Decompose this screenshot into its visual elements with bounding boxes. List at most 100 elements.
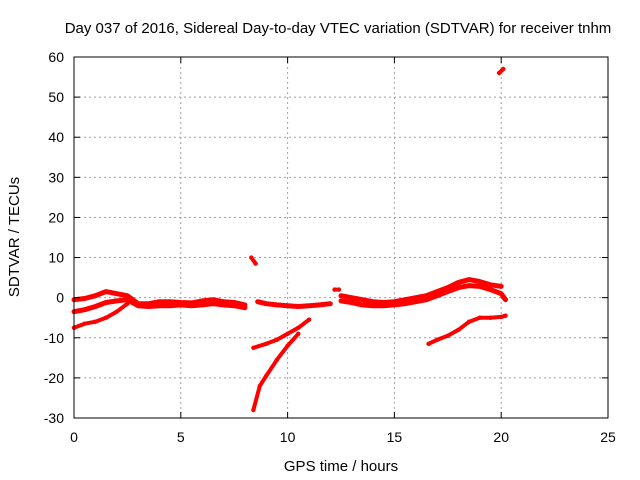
data-point xyxy=(157,299,162,304)
data-point xyxy=(249,255,254,260)
y-tick-label: 20 xyxy=(48,209,64,225)
x-axis-label: GPS time / hours xyxy=(284,458,398,475)
series-band-12-16 xyxy=(338,277,504,305)
y-tick-label: 60 xyxy=(48,49,64,65)
data-point xyxy=(434,293,440,298)
data-point xyxy=(456,285,461,290)
data-point xyxy=(360,297,365,302)
data-point xyxy=(125,293,130,298)
data-point xyxy=(499,314,504,320)
data-point xyxy=(167,299,173,304)
data-point xyxy=(114,309,119,314)
data-point xyxy=(445,333,450,338)
data-point xyxy=(189,303,194,308)
data-point xyxy=(336,287,342,292)
data-point xyxy=(434,337,440,342)
data-point xyxy=(93,304,98,309)
data-point xyxy=(210,297,215,302)
data-point xyxy=(402,297,408,302)
data-point xyxy=(93,319,98,324)
y-tick-label: 30 xyxy=(48,169,64,185)
data-point xyxy=(501,66,506,72)
data-point xyxy=(274,302,280,308)
data-point xyxy=(82,307,87,312)
data-point xyxy=(82,296,87,301)
x-tick-label: 0 xyxy=(70,429,78,445)
data-point xyxy=(488,315,493,320)
series-late-track xyxy=(426,313,508,346)
data-point xyxy=(306,317,312,322)
data-point xyxy=(114,298,119,304)
data-point xyxy=(296,325,301,330)
data-point xyxy=(477,279,482,284)
data-point xyxy=(221,302,226,308)
y-tick-label: 10 xyxy=(48,250,64,266)
y-tick-label: -10 xyxy=(44,330,64,346)
data-point xyxy=(135,303,141,308)
data-point xyxy=(381,303,386,308)
data-point xyxy=(296,331,301,336)
y-tick-label: -30 xyxy=(44,410,64,426)
x-tick-label: 20 xyxy=(493,429,509,445)
data-point xyxy=(285,343,290,348)
data-point xyxy=(167,303,173,308)
data-point xyxy=(488,287,493,292)
series-rising-track xyxy=(251,317,311,350)
data-point xyxy=(338,293,344,298)
data-point xyxy=(445,289,450,294)
y-tick-label: 0 xyxy=(56,290,64,306)
data-point xyxy=(264,373,269,379)
data-point xyxy=(210,301,215,306)
data-point xyxy=(242,305,248,310)
data-point xyxy=(200,298,205,304)
data-point xyxy=(251,407,256,413)
data-point xyxy=(285,331,290,336)
data-point xyxy=(306,303,312,308)
data-point xyxy=(93,293,98,298)
axis-ticks: 0 5 10 15 20 25 -30 -20 -10 0 10 20 30 40 50 60 xyxy=(44,49,616,445)
data-point xyxy=(370,299,376,304)
data-point xyxy=(274,337,280,342)
data-point xyxy=(125,297,130,302)
data-point xyxy=(424,297,429,302)
data-point xyxy=(332,287,337,292)
y-tick-label: -20 xyxy=(44,370,64,386)
data-point xyxy=(253,261,258,266)
data-point xyxy=(274,357,280,362)
data-point xyxy=(426,341,431,346)
data-point xyxy=(360,302,365,308)
data-point xyxy=(413,295,418,300)
data-point xyxy=(467,277,472,282)
data-point xyxy=(338,298,344,304)
chart-title: Day 037 of 2016, Sidereal Day-to-day VTE… xyxy=(65,20,612,37)
data-point xyxy=(255,299,260,304)
data-point xyxy=(496,70,502,76)
data-point xyxy=(349,295,354,300)
data-point xyxy=(232,303,237,308)
x-tick-label: 5 xyxy=(177,429,185,445)
data-point xyxy=(257,383,262,389)
data-point xyxy=(296,304,301,309)
data-point xyxy=(499,284,504,289)
series-steep-track xyxy=(251,331,301,412)
data-point xyxy=(392,302,397,308)
data-point xyxy=(317,302,322,308)
data-point xyxy=(413,299,418,304)
data-point xyxy=(370,303,376,308)
series-early-descending xyxy=(72,301,130,330)
data-point xyxy=(488,282,493,287)
data-point xyxy=(125,301,130,306)
data-point xyxy=(146,304,151,309)
data-point xyxy=(402,301,408,306)
x-tick-label: 25 xyxy=(600,429,616,445)
plot-frame xyxy=(73,56,609,419)
data-point xyxy=(157,303,162,308)
data-point xyxy=(285,303,290,308)
data-point xyxy=(456,280,461,285)
data-point xyxy=(503,297,508,302)
x-tick-label: 10 xyxy=(280,429,296,445)
data-point xyxy=(82,321,87,326)
data-point xyxy=(467,319,472,324)
y-tick-label: 50 xyxy=(48,89,64,105)
